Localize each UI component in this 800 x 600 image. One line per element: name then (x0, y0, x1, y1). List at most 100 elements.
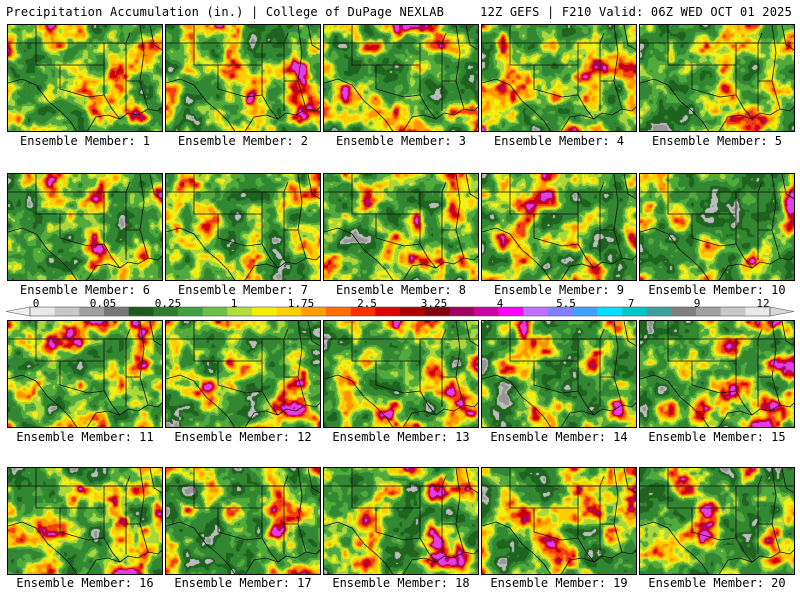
colorbar-swatch (276, 307, 302, 316)
state-borders-overlay (8, 468, 162, 574)
state-borders-overlay (324, 468, 478, 574)
colorbar-tick-label: 2.5 (357, 297, 377, 310)
ensemble-member-label: Ensemble Member: 10 (648, 283, 786, 297)
colorbar-tick-label: 12 (756, 297, 770, 310)
colorbar-swatch (474, 307, 499, 316)
state-borders-overlay (324, 321, 478, 427)
ensemble-member-label: Ensemble Member: 6 (19, 283, 151, 297)
state-borders-overlay (482, 25, 636, 131)
state-borders-overlay (640, 174, 794, 280)
colorbar-swatch (128, 307, 154, 316)
state-borders-overlay (166, 174, 320, 280)
ensemble-member-map (323, 320, 479, 428)
colorbar-swatch (202, 307, 228, 316)
ensemble-member-map (481, 173, 637, 281)
ensemble-member-label: Ensemble Member: 12 (174, 430, 312, 444)
colorbar-swatch (696, 307, 721, 316)
state-borders-overlay (640, 25, 794, 131)
colorbar-tick-label: 7 (627, 297, 635, 310)
ensemble-member-label: Ensemble Member: 11 (16, 430, 154, 444)
colorbar-tick-label: 3.25 (420, 297, 448, 310)
ensemble-member-label: Ensemble Member: 14 (490, 430, 628, 444)
ensemble-member-map (639, 467, 795, 575)
ensemble-member-label: Ensemble Member: 4 (493, 134, 625, 148)
colorbar-swatch (498, 307, 524, 316)
colorbar-swatch (375, 307, 401, 316)
state-borders-overlay (640, 321, 794, 427)
ensemble-member-label: Ensemble Member: 7 (177, 283, 309, 297)
ensemble-member-label: Ensemble Member: 19 (490, 576, 628, 590)
colorbar-swatch (400, 307, 425, 316)
colorbar-swatch (79, 307, 105, 316)
ensemble-member-map (323, 173, 479, 281)
colorbar (5, 306, 795, 317)
colorbar-swatch (745, 307, 771, 316)
colorbar-swatch (301, 307, 327, 316)
ensemble-member-label: Ensemble Member: 20 (648, 576, 786, 590)
ensemble-member-map (323, 467, 479, 575)
colorbar-swatch (523, 307, 549, 316)
ensemble-member-map (639, 24, 795, 132)
ensemble-member-map (323, 24, 479, 132)
ensemble-member-label: Ensemble Member: 18 (332, 576, 470, 590)
state-borders-overlay (482, 174, 636, 280)
ensemble-member-map (639, 173, 795, 281)
ensemble-member-map (165, 467, 321, 575)
state-borders-overlay (324, 25, 478, 131)
colorbar-swatch (178, 307, 203, 316)
colorbar-swatch (153, 307, 179, 316)
state-borders-overlay (166, 468, 320, 574)
state-borders-overlay (166, 25, 320, 131)
ensemble-member-label: Ensemble Member: 5 (651, 134, 783, 148)
ensemble-member-map (639, 320, 795, 428)
colorbar-swatch (424, 307, 450, 316)
colorbar-swatch (252, 307, 277, 316)
colorbar-swatch (350, 307, 376, 316)
colorbar-swatch (572, 307, 598, 316)
colorbar-swatch (646, 307, 672, 316)
ensemble-member-map (165, 24, 321, 132)
ensemble-member-label: Ensemble Member: 3 (335, 134, 467, 148)
colorbar-swatch (326, 307, 351, 316)
colorbar-swatch (104, 307, 129, 316)
ensemble-member-label: Ensemble Member: 1 (19, 134, 151, 148)
state-borders-overlay (8, 321, 162, 427)
map-title: Precipitation Accumulation (in.) | Colle… (6, 5, 445, 19)
state-borders-overlay (8, 25, 162, 131)
ensemble-member-label: Ensemble Member: 2 (177, 134, 309, 148)
colorbar-swatch (622, 307, 647, 316)
state-borders-overlay (166, 321, 320, 427)
colorbar-swatch (597, 307, 623, 316)
colorbar-min-arrow (5, 306, 31, 317)
state-borders-overlay (482, 468, 636, 574)
ensemble-member-map (7, 173, 163, 281)
model-valid-time: 12Z GEFS | F210 Valid: 06Z WED OCT 01 20… (480, 5, 792, 19)
ensemble-member-map (7, 320, 163, 428)
ensemble-member-map (165, 173, 321, 281)
ensemble-member-map (7, 467, 163, 575)
colorbar-swatch (671, 307, 697, 316)
ensemble-member-label: Ensemble Member: 9 (493, 283, 625, 297)
state-borders-overlay (8, 174, 162, 280)
ensemble-member-map (165, 320, 321, 428)
ensemble-member-label: Ensemble Member: 8 (335, 283, 467, 297)
colorbar-max-arrow (769, 306, 795, 317)
ensemble-member-label: Ensemble Member: 13 (332, 430, 470, 444)
ensemble-member-map (481, 320, 637, 428)
ensemble-member-label: Ensemble Member: 17 (174, 576, 312, 590)
colorbar-tick-label: 1.75 (287, 297, 315, 310)
colorbar-tick-label: 0.05 (89, 297, 117, 310)
colorbar-swatch (54, 307, 80, 316)
colorbar-swatch (720, 307, 746, 316)
ensemble-member-map (481, 24, 637, 132)
colorbar-tick-label: 0 (32, 297, 40, 310)
state-borders-overlay (324, 174, 478, 280)
colorbar-swatch (449, 307, 475, 316)
colorbar-swatch (227, 307, 253, 316)
state-borders-overlay (482, 321, 636, 427)
colorbar-tick-label: 1 (230, 297, 238, 310)
ensemble-member-map (481, 467, 637, 575)
ensemble-member-map (7, 24, 163, 132)
colorbar-swatch (30, 307, 55, 316)
ensemble-member-label: Ensemble Member: 16 (16, 576, 154, 590)
